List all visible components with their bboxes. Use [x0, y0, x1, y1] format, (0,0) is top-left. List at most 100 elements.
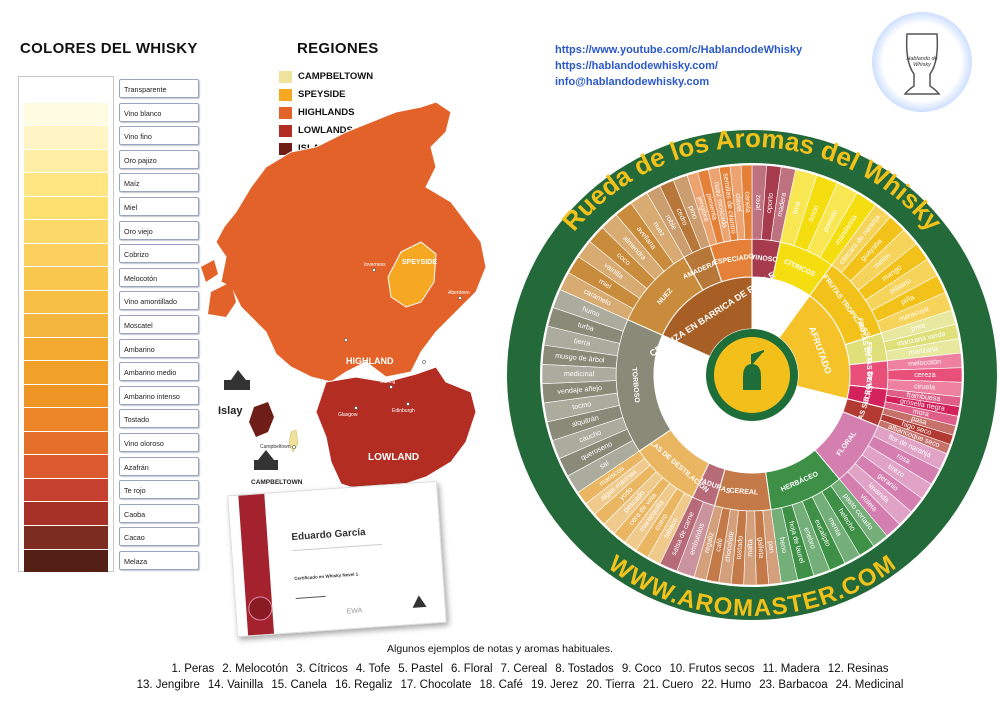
color-label: Oro viejo: [119, 220, 199, 240]
wheel-note-label: heno: [778, 536, 790, 553]
wheel-note-label: jerez: [753, 194, 763, 211]
wheel-note-label: turba: [577, 320, 595, 333]
scotland-map: Inverness Aberdeen Dundee Stirling Glasg…: [201, 101, 487, 493]
color-label: Vino oloroso: [119, 433, 199, 452]
color-label: Melocotón: [119, 267, 199, 287]
color-label: Oro pajizo: [119, 149, 199, 169]
example-note: 11. Madera: [762, 663, 820, 675]
color-swatch: [24, 408, 108, 431]
wheel-note-label: pera: [910, 320, 926, 333]
email-link[interactable]: info@hablandodewhisky.com: [555, 76, 710, 88]
example-note: 17. Chocolate: [400, 679, 472, 691]
color-swatch: [24, 549, 108, 572]
color-swatch: [24, 173, 108, 196]
color-swatch: [24, 526, 108, 549]
color-swatch: [24, 220, 108, 243]
legend-swatch: [279, 89, 292, 101]
speyside-label: SPEYSIDE: [402, 259, 437, 266]
highland-label: HIGHLAND: [346, 356, 394, 366]
example-note: 6. Floral: [450, 663, 493, 675]
wheel-note-label: sal: [598, 458, 611, 471]
city-stirling: Stirling: [380, 379, 396, 385]
website-link[interactable]: https://hablandodewhisky.com/: [555, 60, 718, 72]
example-note: 15. Canela: [271, 679, 327, 691]
color-label: Ambarino: [119, 338, 199, 358]
examples-row-2: 13. Jengibre 14. Vainilla 15. Canela 16. Re…: [20, 679, 1000, 691]
color-swatch: [24, 196, 108, 220]
legend-swatch: [279, 71, 292, 83]
regions-title: REGIONES: [297, 40, 379, 57]
color-label: Azafrán: [119, 456, 199, 476]
highlands-region: [215, 101, 487, 383]
example-note: 9. Coco: [621, 663, 662, 675]
example-note: 24. Medicinal: [835, 679, 904, 691]
wheel-note-label: canela: [743, 191, 753, 212]
wheel-note-label: galleta: [756, 537, 766, 559]
legend-swatch: [279, 107, 292, 119]
islay-region: [249, 402, 274, 437]
example-note: 19. Jerez: [530, 679, 579, 691]
lowland-label: LOWLAND: [368, 452, 419, 463]
example-note: 16. Regaliz: [334, 679, 393, 691]
islay-label: Islay: [218, 405, 243, 417]
example-note: 23. Barbacoa: [759, 679, 828, 691]
color-label: Te rojo: [119, 480, 199, 500]
examples-row-1: 1. Peras 2. Melocotón 3. Cítricos 4. Tofe 5.…: [30, 663, 1000, 675]
logo-text: Hablando de Whisky: [906, 56, 938, 68]
campbeltown-distillery-icon: [254, 450, 278, 470]
legend-label: HIGHLANDS: [298, 107, 355, 118]
example-note: 10. Frutos secos: [669, 663, 755, 675]
colors-title: COLORES DEL WHISKY: [20, 40, 198, 57]
example-note: 2. Melocotón: [222, 663, 289, 675]
certificate-org: EWA: [346, 607, 363, 616]
city-edinburgh: Edinburgh: [392, 408, 415, 414]
color-swatch: [24, 502, 108, 525]
color-swatch: [24, 314, 108, 337]
color-swatch: [24, 126, 108, 149]
hablando-de-whisky-logo: Hablando de Whisky: [872, 12, 972, 112]
wheel-note-label: clavel: [734, 193, 744, 212]
example-note: 5. Pastel: [398, 663, 443, 675]
color-label: Vino blanco: [119, 102, 199, 122]
campbeltown-label: CAMPBELTOWN: [251, 479, 303, 486]
color-label: Vino fino: [119, 126, 199, 146]
legend-label: SPEYSIDE: [298, 89, 346, 100]
color-label: Caoba: [119, 503, 199, 523]
city-campbeltown: Campbeltown: [260, 444, 291, 450]
city-dundee: Dundee: [426, 354, 444, 360]
example-note: 13. Jengibre: [136, 679, 200, 691]
color-swatch: [24, 361, 108, 384]
wheel-category-label: VINOSO: [750, 254, 778, 264]
color-swatch: [24, 267, 108, 290]
legend-swatch: [279, 143, 292, 155]
example-note: 7. Cereal: [500, 663, 548, 675]
color-label: Ambarino medio: [119, 362, 199, 382]
wheel-note-label: malta: [745, 539, 754, 557]
wheel-note-label: manzana: [908, 344, 939, 357]
color-label: Vino amontillado: [119, 291, 199, 311]
color-label: Ambarino intenso: [119, 385, 199, 405]
color-swatch: [24, 149, 108, 173]
color-swatch: [24, 243, 108, 267]
color-swatch: [24, 290, 108, 314]
certificate-name: Eduardo García: [291, 526, 367, 544]
certificate-course: Certificado en Whisky Nevel 1: [294, 571, 359, 582]
example-note: 4. Tofe: [355, 663, 391, 675]
wheel-note-label: pino: [687, 204, 700, 220]
certificate: Eduardo García Certificado en Whisky Nev…: [227, 480, 447, 638]
city-inverness: Inverness: [364, 262, 386, 268]
legend-label: CAMPBELTOWN: [298, 71, 374, 82]
color-label: Transparente: [119, 79, 199, 98]
glencairn-glass-icon: [903, 33, 941, 95]
color-label: Tostado: [119, 409, 199, 429]
wheel-category-label: FRUTAS DE HUESO: [865, 342, 872, 409]
color-swatch: [24, 431, 108, 455]
wheel-note-label: vendaje añejo: [557, 383, 602, 396]
islay-distillery-icon: [224, 370, 250, 390]
wheel-note-segment: [740, 164, 753, 240]
example-note: 3. Cítricos: [296, 663, 348, 675]
color-label: Moscatel: [119, 315, 199, 334]
wheel-category-label: TORBOSO: [630, 367, 640, 403]
youtube-link[interactable]: https://www.youtube.com/c/HablandodeWhis…: [555, 44, 803, 56]
example-note: 12. Resinas: [827, 663, 889, 675]
